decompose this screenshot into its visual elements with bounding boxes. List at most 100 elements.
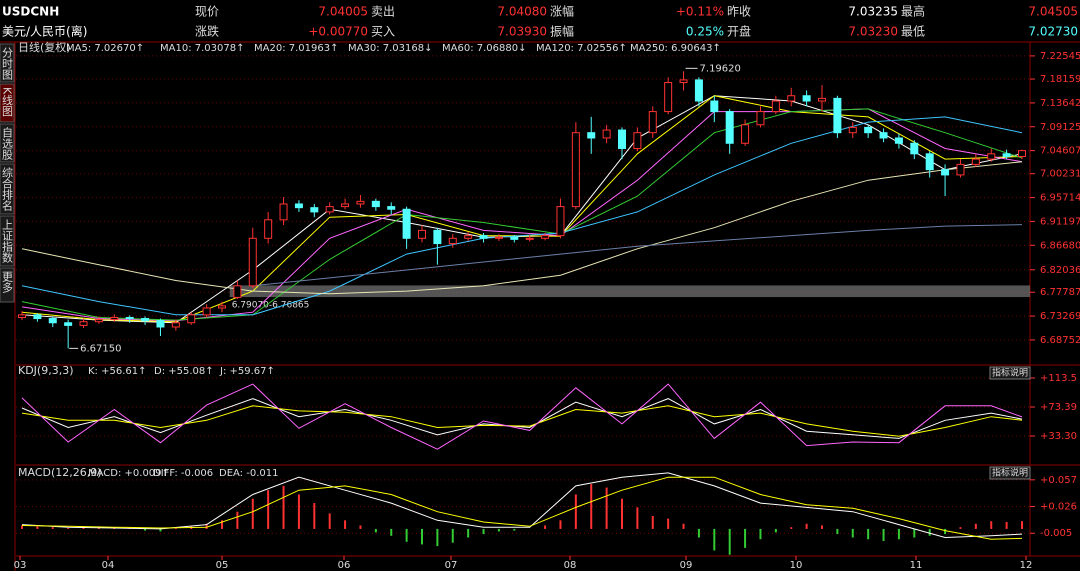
candle-body	[141, 318, 150, 322]
label: 开盘	[727, 24, 751, 39]
y-tick-label: +73.39	[1040, 402, 1077, 413]
candle-body	[202, 307, 211, 316]
quote-header: USDCNH 现价 7.04005 卖出 7.04080 涨幅 +0.11% 昨…	[2, 4, 1078, 39]
x-tick-label: 10	[790, 560, 803, 571]
tab[interactable]: 更多	[0, 267, 15, 303]
y-tick-label: +0.026	[1040, 502, 1077, 513]
candle-body	[910, 142, 919, 155]
tab-label: K线图	[1, 87, 14, 117]
tab[interactable]: 综合排名	[0, 163, 15, 215]
candle-body	[156, 320, 165, 328]
low-annotation: 6.67150	[80, 343, 121, 354]
button-bg[interactable]	[989, 366, 1031, 380]
legend-entry: MA10: 7.03078↑	[160, 43, 244, 54]
indicator-line	[21, 398, 1023, 439]
tab[interactable]: K线图	[0, 83, 15, 123]
y-tick-label: 7.18159	[1040, 74, 1080, 85]
candle-body	[648, 111, 657, 134]
candle-body	[294, 203, 303, 209]
y-tick-label: 7.04607	[1040, 146, 1080, 157]
candle-body	[771, 100, 780, 113]
label: 买入	[371, 25, 395, 39]
price-gap	[229, 285, 1030, 298]
y-tick-label: +33.30	[1040, 431, 1077, 442]
candle-body	[356, 200, 365, 205]
label: 最高	[901, 4, 925, 19]
indicator-line	[21, 476, 1023, 540]
y-tick-label: -0.005	[1040, 528, 1072, 539]
candle-body	[802, 95, 811, 102]
candle-body	[694, 79, 703, 102]
candle-body	[541, 235, 550, 239]
value: +0.11%	[676, 5, 724, 19]
candle-body	[125, 316, 134, 320]
x-tick-label: 09	[680, 560, 693, 571]
legend-entry: MA20: 7.01963↑	[254, 43, 338, 54]
candle-body	[971, 158, 980, 165]
candle-body	[725, 111, 734, 144]
tab-bg	[0, 215, 15, 267]
candle-body	[679, 79, 688, 84]
tab[interactable]: 分时图	[0, 43, 15, 83]
indicator-title: 日线(复权)	[18, 40, 71, 54]
label: 现价	[195, 5, 219, 19]
label: 昨收	[727, 5, 751, 19]
candle-body	[741, 124, 750, 144]
button-label[interactable]: 指标说明	[992, 467, 1028, 479]
symbol-name: 美元/人民币(离)	[2, 24, 87, 39]
candle-body	[756, 111, 765, 126]
legend-entry: D: +55.08↑	[154, 366, 214, 377]
value: +0.00770	[308, 25, 368, 39]
indicator-line	[21, 161, 1023, 295]
tab[interactable]: 上证指数	[0, 215, 15, 267]
tab-label: 分时图	[1, 47, 14, 81]
candle-body	[602, 129, 611, 139]
legend-entry: MACD: +0.009↑	[88, 468, 170, 479]
candle-body	[894, 137, 903, 144]
candle-body	[402, 208, 411, 239]
tab[interactable]: 自选股	[0, 123, 15, 163]
candle-body	[433, 229, 442, 245]
x-tick-label: 05	[216, 560, 229, 571]
legend-entry: MA30: 7.03168↓	[348, 43, 432, 54]
candle-body	[64, 322, 73, 326]
candle-body	[341, 203, 350, 208]
label: 卖出	[371, 5, 395, 19]
x-tick-label: 08	[564, 560, 577, 571]
x-tick-label: 11	[910, 560, 923, 571]
indicator-title: KDJ(9,3,3)	[18, 364, 74, 377]
candle-body	[325, 206, 334, 213]
y-tick-label: 6.73269	[1040, 311, 1080, 322]
candle-body	[371, 200, 380, 208]
button-label[interactable]: 指标说明	[992, 367, 1028, 379]
candle-body	[848, 126, 857, 134]
candle-body	[279, 203, 288, 221]
candle-body	[448, 237, 457, 245]
high-annotation: 7.19620	[700, 63, 741, 74]
candle-body	[110, 316, 119, 321]
legend-entry: DIFF: -0.006	[153, 468, 213, 479]
candle-body	[1018, 150, 1026, 157]
label: 振幅	[550, 24, 574, 39]
legend-entry: DEA: -0.011	[219, 468, 278, 479]
indicator-help-button[interactable]: 指标说明	[989, 366, 1031, 380]
tab-label: 自选股	[1, 127, 14, 161]
candle-body	[525, 237, 534, 240]
y-tick-label: 6.82036	[1040, 265, 1080, 276]
candle-body	[633, 132, 642, 150]
value: 7.03930	[497, 25, 547, 39]
y-tick-label: 7.13642	[1040, 98, 1080, 109]
tab-bg	[0, 83, 15, 123]
tab-bg	[0, 43, 15, 83]
x-tick-label: 07	[445, 560, 458, 571]
candle-body	[494, 236, 503, 239]
candle-body	[941, 169, 950, 176]
candle-body	[79, 321, 88, 326]
candle-body	[510, 236, 519, 240]
label: 涨幅	[550, 4, 574, 19]
value: 7.03235	[848, 5, 898, 19]
candle-body	[264, 219, 273, 239]
value: 7.02730	[1028, 25, 1078, 39]
button-bg[interactable]	[989, 466, 1031, 480]
indicator-help-button[interactable]: 指标说明	[989, 466, 1031, 480]
